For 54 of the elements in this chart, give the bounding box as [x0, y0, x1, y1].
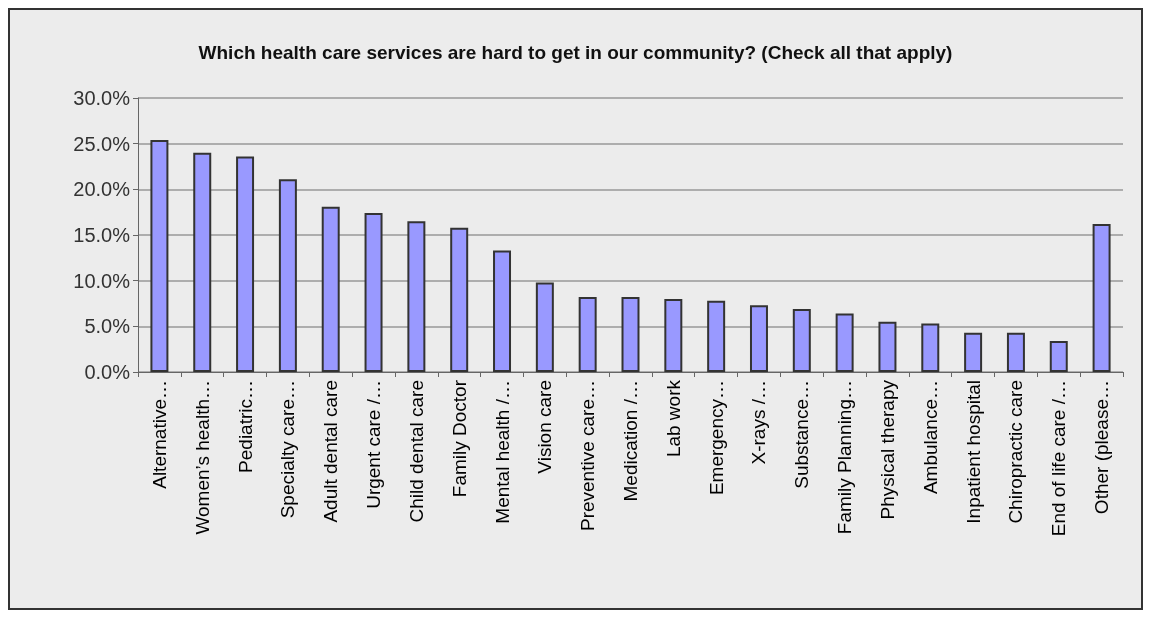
- bar: [878, 321, 897, 372]
- x-tick-label: Adult dental care: [320, 380, 342, 523]
- x-tick-label: Alternative…: [148, 380, 170, 489]
- x-tick-label: Women’s health…: [191, 380, 213, 535]
- bar: [749, 305, 768, 372]
- x-tick-label: Chiropractic care: [1005, 380, 1027, 524]
- x-tick-label: Substance…: [791, 380, 813, 489]
- x-tick-label: Other (please…: [1091, 380, 1113, 515]
- x-tick-label: Urgent care /…: [363, 380, 385, 509]
- bar: [278, 179, 297, 372]
- x-tick-label: Pediatric…: [234, 380, 256, 473]
- chart-title: Which health care services are hard to get in our community? (Check all that apply): [198, 42, 953, 63]
- x-tick-label: Specialty care…: [277, 380, 299, 519]
- bar: [578, 297, 597, 372]
- x-tick-label: Ambulance…: [919, 380, 941, 495]
- bar: [621, 297, 640, 372]
- x-tick-label: X-rays /…: [748, 380, 770, 465]
- bar: [450, 227, 469, 372]
- x-tick-label: End of life care /…: [1048, 380, 1070, 537]
- x-tick-label: Inpatient hospital: [962, 380, 984, 524]
- y-tick-label: 25.0%: [73, 132, 131, 155]
- bar: [493, 250, 512, 372]
- x-tick-label: Vision care: [534, 380, 556, 474]
- x-tick-label: Mental health /…: [491, 380, 513, 524]
- bar: [1006, 332, 1025, 372]
- bar: [364, 213, 383, 372]
- bar: [964, 332, 983, 372]
- x-tick-label: Family Doctor: [448, 379, 470, 498]
- y-tick-label: 10.0%: [73, 269, 131, 292]
- bar: [150, 140, 169, 372]
- y-tick-label: 30.0%: [73, 87, 131, 109]
- x-tick-label: Lab work: [662, 379, 684, 458]
- bar: [835, 313, 854, 372]
- y-tick-label: 15.0%: [73, 224, 131, 246]
- bar: [1049, 340, 1068, 372]
- bar: [321, 206, 340, 372]
- y-tick-label: 20.0%: [73, 178, 131, 201]
- bar: [664, 298, 683, 372]
- x-tick-label: Preventive care…: [577, 380, 599, 532]
- y-tick-label: 0.0%: [84, 361, 131, 383]
- x-tick-label: Medication /…: [620, 380, 641, 502]
- x-tick-label: Family Planning…: [834, 380, 856, 535]
- x-tick-label: Child dental care: [405, 380, 427, 523]
- x-tick-label: Physical therapy: [876, 379, 898, 520]
- bar: [193, 152, 212, 372]
- bar: [707, 300, 726, 372]
- x-tick-label: Emergency…: [705, 380, 727, 496]
- bar: [1092, 224, 1111, 372]
- bar: [535, 282, 554, 372]
- bar: [792, 308, 811, 372]
- y-tick-label: 5.0%: [84, 315, 131, 338]
- bar: [236, 156, 255, 372]
- bar: [407, 221, 426, 372]
- bar: [921, 323, 940, 372]
